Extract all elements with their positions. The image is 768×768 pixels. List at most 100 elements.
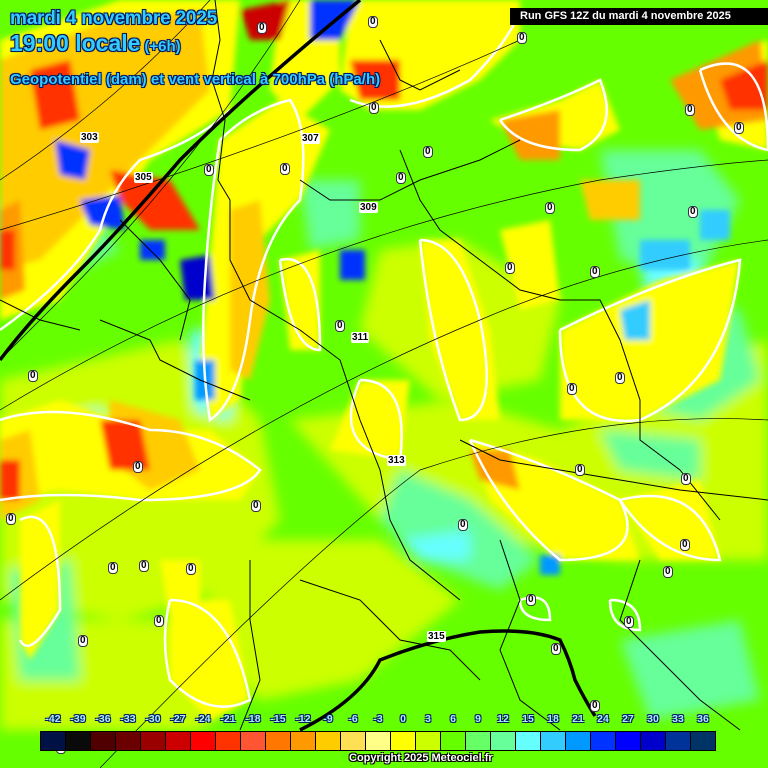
zero-contour-label: 0 — [335, 320, 345, 332]
zero-contour-label: 0 — [526, 594, 536, 606]
forecast-date: mardi 4 novembre 2025 — [10, 8, 218, 29]
country-borders — [0, 0, 768, 731]
legend-tick-label: 3 — [425, 713, 431, 725]
zero-contour-label: 0 — [505, 262, 515, 274]
forecast-offset: (+6h) — [144, 38, 181, 55]
legend-tick-label: -9 — [323, 713, 333, 725]
isohypse-label: 307 — [301, 133, 320, 144]
copyright-notice: Copyright 2025 Meteociel.fr — [349, 752, 493, 764]
zero-contour-label: 0 — [458, 519, 468, 531]
geopotential-isohypses — [0, 0, 597, 732]
legend-swatch — [616, 732, 641, 750]
zero-contour-label: 0 — [6, 513, 16, 525]
zero-contour-label: 0 — [108, 562, 118, 574]
zero-contour-label: 0 — [186, 563, 196, 575]
legend-swatch — [366, 732, 391, 750]
legend-tick-label: -18 — [245, 713, 261, 725]
zero-contour-label: 0 — [590, 700, 600, 712]
legend-swatch — [666, 732, 691, 750]
isohypse-label: 311 — [351, 332, 370, 343]
legend-swatch — [541, 732, 566, 750]
zero-contour-label: 0 — [423, 146, 433, 158]
zero-contour-label: 0 — [133, 461, 143, 473]
zero-contour-label: 0 — [78, 635, 88, 647]
legend-tick-label: -39 — [70, 713, 86, 725]
model-run-info: Run GFS 12Z du mardi 4 novembre 2025 — [510, 8, 768, 25]
legend-swatch — [291, 732, 316, 750]
legend-tick-label: 18 — [547, 713, 559, 725]
legend-swatch — [141, 732, 166, 750]
legend-swatch — [391, 732, 416, 750]
legend-tick-label: 0 — [400, 713, 406, 725]
zero-contour-label: 0 — [396, 172, 406, 184]
legend-swatch — [691, 732, 715, 750]
legend-tick-label: 9 — [475, 713, 481, 725]
legend-swatch — [116, 732, 141, 750]
zero-contour-label: 0 — [575, 464, 585, 476]
legend-swatch — [466, 732, 491, 750]
zero-contour-label: 0 — [517, 32, 527, 44]
zero-contour-label: 0 — [257, 22, 267, 34]
zero-contour-label: 0 — [615, 372, 625, 384]
zero-contour-label: 0 — [28, 370, 38, 382]
parameter-title: Geopotentiel (dam) et vent vertical à 70… — [10, 71, 381, 88]
zero-contour-label: 0 — [139, 560, 149, 572]
legend-tick-label: -12 — [295, 713, 311, 725]
legend-tick-label: -15 — [270, 713, 286, 725]
legend-swatch — [491, 732, 516, 750]
zero-contour-label: 0 — [663, 566, 673, 578]
forecast-local-time: 19:00 locale — [10, 30, 141, 56]
isohypse-label: 313 — [387, 455, 406, 466]
isohypse-label: 315 — [427, 631, 446, 642]
zero-contour-label: 0 — [369, 102, 379, 114]
color-scale-legend — [40, 731, 716, 751]
forecast-time: 19:00 locale (+6h) — [10, 30, 181, 57]
legend-tick-label: 12 — [497, 713, 509, 725]
zero-contour-label: 0 — [567, 383, 577, 395]
isohypse-label: 305 — [134, 172, 153, 183]
legend-tick-label: -42 — [45, 713, 61, 725]
legend-tick-label: -27 — [170, 713, 186, 725]
legend-swatch — [91, 732, 116, 750]
legend-swatch — [216, 732, 241, 750]
zero-contour-label: 0 — [280, 163, 290, 175]
zero-contour-label: 0 — [545, 202, 555, 214]
zero-contour-label: 0 — [680, 539, 690, 551]
legend-tick-label: 36 — [697, 713, 709, 725]
legend-tick-label: 6 — [450, 713, 456, 725]
zero-contour-label: 0 — [368, 16, 378, 28]
legend-swatch — [266, 732, 291, 750]
legend-swatch — [166, 732, 191, 750]
legend-tick-label: 15 — [522, 713, 534, 725]
legend-tick-label: -24 — [195, 713, 211, 725]
legend-tick-label: 27 — [622, 713, 634, 725]
legend-swatch — [341, 732, 366, 750]
zero-contour-label: 0 — [590, 266, 600, 278]
zero-contour-label: 0 — [551, 643, 561, 655]
legend-tick-label: -30 — [145, 713, 161, 725]
zero-contour-label: 0 — [685, 104, 695, 116]
legend-swatch — [516, 732, 541, 750]
legend-tick-label: -3 — [373, 713, 383, 725]
legend-swatch — [641, 732, 666, 750]
legend-tick-label: 30 — [647, 713, 659, 725]
legend-tick-label: 24 — [597, 713, 609, 725]
legend-tick-label: -33 — [120, 713, 136, 725]
legend-tick-label: -36 — [95, 713, 111, 725]
zero-contour-label: 0 — [688, 206, 698, 218]
legend-swatch — [416, 732, 441, 750]
legend-swatch — [566, 732, 591, 750]
legend-tick-label: 33 — [672, 713, 684, 725]
zero-contour-label: 0 — [251, 500, 261, 512]
zero-contour-label: 0 — [734, 122, 744, 134]
legend-swatch — [241, 732, 266, 750]
zero-contour-label: 0 — [624, 616, 634, 628]
legend-swatch — [441, 732, 466, 750]
legend-tick-label: 21 — [572, 713, 584, 725]
legend-swatch — [191, 732, 216, 750]
legend-tick-label: -21 — [220, 713, 236, 725]
legend-swatch — [591, 732, 616, 750]
zero-contour-label: 0 — [204, 164, 214, 176]
